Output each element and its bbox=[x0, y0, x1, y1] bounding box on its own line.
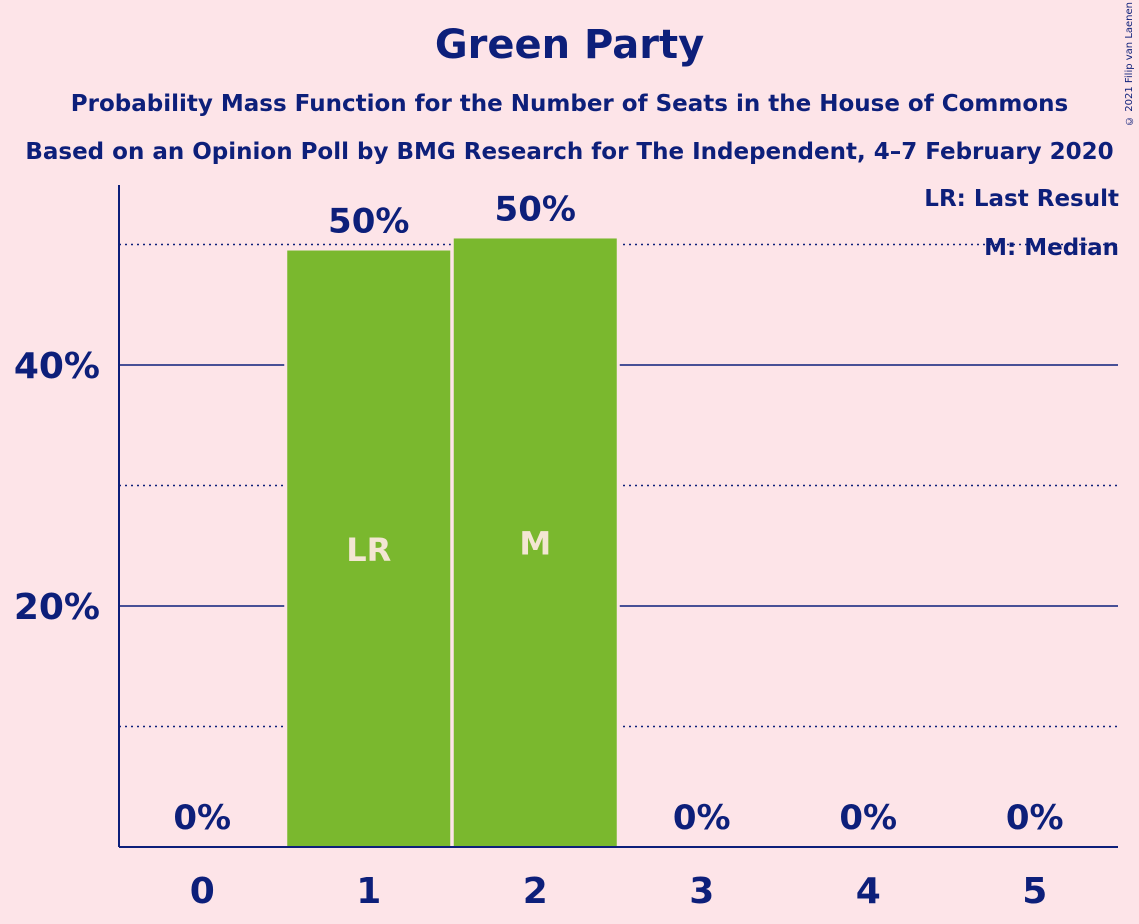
data-label: 50% bbox=[495, 189, 576, 229]
legend-median: M: Median bbox=[984, 235, 1119, 261]
data-label: 0% bbox=[673, 798, 731, 838]
chart-subtitle-source: Based on an Opinion Poll by BMG Research… bbox=[25, 139, 1114, 165]
bar-seat-2 bbox=[453, 238, 617, 848]
x-tick-label: 3 bbox=[689, 871, 714, 912]
x-tick-label: 0 bbox=[190, 871, 215, 912]
bar-marker-m: M bbox=[519, 525, 551, 563]
chart-subtitle: Probability Mass Function for the Number… bbox=[70, 91, 1069, 117]
legend-last-result: LR: Last Result bbox=[924, 186, 1119, 212]
chart-title: Green Party bbox=[434, 22, 705, 68]
x-tick-label: 5 bbox=[1022, 871, 1047, 912]
data-label: 0% bbox=[173, 798, 231, 838]
data-label: 0% bbox=[1006, 798, 1064, 838]
data-label: 50% bbox=[328, 202, 409, 242]
x-tick-label: 4 bbox=[856, 871, 881, 912]
bar-seat-1 bbox=[287, 250, 451, 847]
y-tick-label: 40% bbox=[14, 346, 100, 387]
y-tick-label: 20% bbox=[14, 587, 100, 628]
x-tick-label: 2 bbox=[523, 871, 548, 912]
x-tick-label: 1 bbox=[356, 871, 381, 912]
data-label: 0% bbox=[839, 798, 897, 838]
bar-marker-lr: LR bbox=[346, 531, 391, 569]
